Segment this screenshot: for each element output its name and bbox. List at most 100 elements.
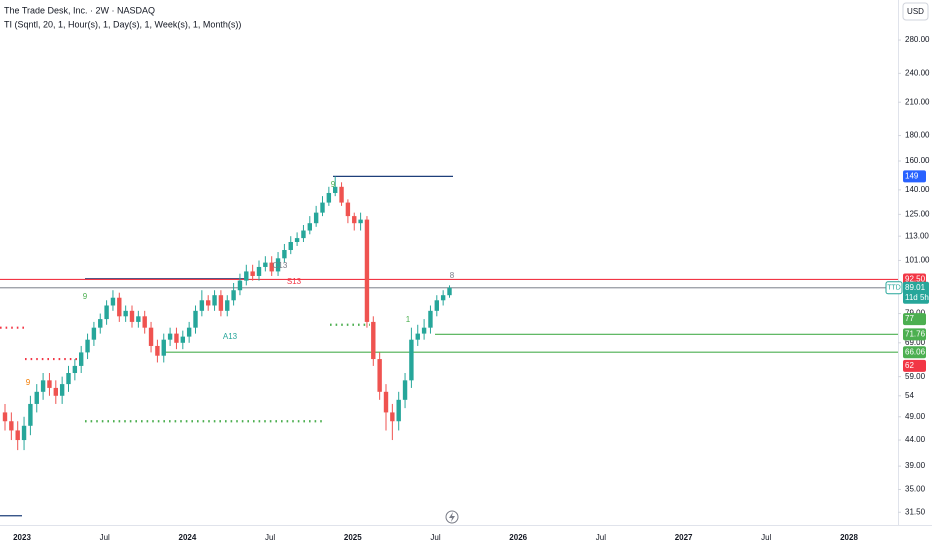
candle-body [104, 305, 109, 320]
candle-body [409, 339, 414, 381]
candle-body [440, 295, 446, 301]
td-annotation: 8 [450, 271, 455, 280]
y-tick-label: 125.00 [905, 209, 930, 218]
candle-body [206, 300, 211, 306]
candle-body [34, 391, 39, 404]
x-tick-label: 2024 [179, 533, 197, 542]
candle-body [129, 310, 135, 322]
x-tick-label: Jul [596, 533, 606, 542]
y-tick-label: 35.00 [905, 485, 926, 494]
candle-body [377, 359, 382, 392]
x-tick-label: 2026 [509, 533, 527, 542]
candle-body [371, 321, 376, 360]
price-tag-label: 92.50 [905, 275, 926, 284]
candle-body [301, 230, 306, 239]
price-tag [903, 359, 926, 372]
candle-body [339, 186, 344, 203]
candle-body [275, 258, 281, 272]
candle-body [117, 297, 122, 317]
candle-body [161, 339, 166, 356]
candle-body [2, 412, 8, 422]
candle-body [269, 262, 274, 272]
candle-body [47, 380, 52, 388]
candle-body [199, 300, 205, 311]
candle-body [333, 186, 338, 193]
candle-body [85, 339, 90, 353]
candle-body [256, 266, 262, 276]
candle-body [218, 295, 224, 311]
candle-body [15, 430, 20, 441]
x-tick-label: 2027 [675, 533, 693, 542]
x-tick-label: Jul [430, 533, 440, 542]
candle-body [174, 333, 179, 343]
candle-body [28, 403, 33, 426]
price-tag [903, 170, 926, 183]
candle-body [345, 202, 351, 217]
last-price-label: 89.01 [905, 283, 926, 292]
y-tick-label: 69.00 [905, 338, 926, 347]
price-tag [903, 346, 926, 359]
candle-body [307, 223, 312, 231]
candle-body [288, 241, 293, 251]
y-tick-label: 39.00 [905, 461, 926, 470]
currency-label[interactable]: USD [907, 7, 924, 16]
candle-body [186, 327, 192, 337]
y-tick-label: 160.00 [905, 156, 930, 165]
candle-body [91, 327, 97, 340]
candle-body [148, 327, 154, 346]
event-icon-bolt [449, 512, 455, 522]
candle-body [225, 300, 230, 311]
candle-body [167, 333, 173, 340]
price-tag-label: 77 [905, 314, 914, 323]
candle-body [383, 391, 389, 413]
last-price-tag [903, 281, 929, 304]
candle-body [136, 316, 141, 322]
candle-body [180, 336, 185, 343]
candle-body [155, 345, 160, 356]
candle-body [447, 287, 452, 296]
candle-body [193, 310, 198, 328]
td-annotation: S13 [287, 277, 302, 286]
candle-body [250, 271, 255, 276]
candle-body [263, 262, 268, 267]
y-tick-label: 101.00 [905, 256, 930, 265]
countdown-label: 11d 5h [905, 293, 929, 302]
td-annotation: 9 [331, 180, 336, 189]
candle-body [21, 425, 27, 441]
candle-body [79, 352, 84, 366]
candle-body [9, 421, 14, 431]
candle-body [294, 238, 300, 242]
candle-body [364, 219, 370, 322]
candle-body [72, 365, 78, 374]
candle-body [244, 271, 249, 281]
candle-body [237, 280, 243, 291]
chart-title: The Trade Desk, Inc. · 2W · NASDAQ [4, 5, 155, 15]
td-annotation: 9 [26, 378, 31, 387]
y-tick-label: 210.00 [905, 97, 930, 106]
y-tick-label: 240.00 [905, 68, 930, 77]
currency-button[interactable] [902, 2, 929, 21]
price-tag-label: 62 [905, 361, 914, 370]
candle-body [428, 310, 433, 328]
candle-body [212, 295, 217, 306]
y-tick-label: 31.50 [905, 507, 926, 516]
x-tick-label: Jul [100, 533, 110, 542]
candle-body [110, 297, 116, 306]
symbol-tag [885, 281, 903, 295]
candle-body [98, 319, 103, 328]
candle-body [415, 333, 420, 340]
y-tick-label: 140.00 [905, 185, 930, 194]
candle-body [396, 399, 401, 422]
y-tick-label: 113.00 [905, 231, 929, 240]
candle-body [390, 412, 395, 422]
td-annotation: 9 [83, 292, 88, 301]
x-tick-label: Jul [761, 533, 771, 542]
candle-body [402, 380, 408, 400]
candle-body [326, 192, 332, 203]
candle-body [59, 384, 65, 396]
y-tick-label: 59.00 [905, 372, 926, 381]
candle-body [421, 327, 427, 334]
x-tick-label: 2023 [13, 533, 31, 542]
indicator-label[interactable]: TI (Sqntl, 20, 1, Hour(s), 1, Day(s), 1,… [4, 19, 241, 29]
